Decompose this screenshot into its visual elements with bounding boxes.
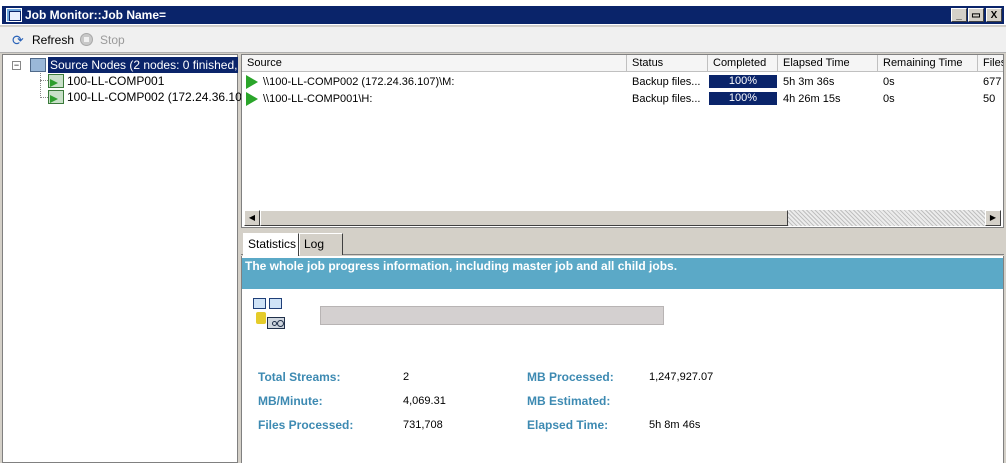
column-header-source[interactable]: Source xyxy=(242,55,627,72)
row-source: \\100-LL-COMP002 (172.24.36.107)\M: xyxy=(263,76,455,88)
refresh-label: Refresh xyxy=(32,33,75,47)
column-header-status[interactable]: Status xyxy=(627,55,708,72)
column-header-remaining[interactable]: Remaining Time xyxy=(878,55,978,72)
mb-processed-label: MB Processed: xyxy=(527,370,614,384)
progress-text: 100% xyxy=(728,92,758,104)
progress-fill xyxy=(709,92,777,105)
column-header-elapsed[interactable]: Elapsed Time xyxy=(778,55,878,72)
table-row[interactable]: \\100-LL-COMP002 (172.24.36.107)\M: xyxy=(242,74,627,90)
scroll-left-icon[interactable]: ◀ xyxy=(244,210,260,226)
elapsed-time-value: 5h 8m 46s xyxy=(649,419,701,431)
tape-icon xyxy=(267,317,285,329)
stop-label: Stop xyxy=(100,33,125,47)
row-remaining: 0s xyxy=(883,76,895,88)
tree-connector xyxy=(40,73,41,98)
overall-progress-bar xyxy=(320,306,664,325)
files-processed-value: 731,708 xyxy=(403,419,443,431)
scrollbar-thumb[interactable] xyxy=(260,210,788,226)
source-nodes-tree[interactable]: − Source Nodes (2 nodes: 0 finished, 0 i… xyxy=(2,54,252,463)
mb-processed-value: 1,247,927.07 xyxy=(649,371,714,383)
close-button[interactable]: X xyxy=(986,8,1002,22)
tree-connector xyxy=(40,80,48,81)
tree-root-source-nodes[interactable]: − Source Nodes (2 nodes: 0 finished, 0 i… xyxy=(12,57,238,73)
minimize-button[interactable]: _ xyxy=(951,8,967,22)
jobs-grid: Source Status Completed Elapsed Time Rem… xyxy=(241,54,1004,228)
tree-item-node-1[interactable]: 100-LL-COMP001 xyxy=(48,73,238,89)
files-processed-label: Files Processed: xyxy=(258,418,354,432)
table-row[interactable]: \\100-LL-COMP001\H: xyxy=(242,91,627,107)
backup-job-icon xyxy=(253,298,287,330)
column-header-completed[interactable]: Completed xyxy=(708,55,778,72)
horizontal-scrollbar[interactable]: ◀ ▶ xyxy=(244,210,1001,226)
elapsed-time-label: Elapsed Time: xyxy=(527,418,609,432)
tab-log[interactable]: Log xyxy=(299,233,343,255)
tree-item-label: 100-LL-COMP002 (172.24.36.107) xyxy=(67,90,253,104)
tree-connector xyxy=(40,97,48,98)
stop-button[interactable]: Stop xyxy=(80,31,125,49)
row-source: \\100-LL-COMP001\H: xyxy=(263,93,373,105)
row-status: Backup files... xyxy=(632,76,701,88)
row-completed-progress: 100% xyxy=(709,75,777,88)
tree-item-node-2[interactable]: 100-LL-COMP002 (172.24.36.107) xyxy=(48,89,252,105)
mb-estimated-label: MB Estimated: xyxy=(527,394,611,408)
app-window-icon xyxy=(6,8,22,22)
row-elapsed: 5h 3m 36s xyxy=(783,76,835,88)
window-titlebar: Job Monitor::Job Name= _ ▭ X xyxy=(0,0,1006,26)
window-title: Job Monitor::Job Name= xyxy=(25,8,167,22)
refresh-icon: ⟳ xyxy=(12,32,24,48)
tree-root-label: Source Nodes (2 nodes: 0 finished, 0 in xyxy=(48,57,238,73)
arrow-icon xyxy=(256,312,266,324)
tab-statistics[interactable]: Statistics xyxy=(243,233,299,256)
node-running-icon xyxy=(48,90,64,104)
row-elapsed: 4h 26m 15s xyxy=(783,93,841,105)
play-icon xyxy=(246,75,258,89)
progress-text: 100% xyxy=(728,75,758,87)
collapse-toggle-icon[interactable]: − xyxy=(12,60,21,70)
mb-minute-label: MB/Minute: xyxy=(258,394,323,408)
total-streams-value: 2 xyxy=(403,371,410,383)
row-completed-progress: 100% xyxy=(709,92,777,105)
row-status: Backup files... xyxy=(632,93,701,105)
computer-icon xyxy=(253,298,266,309)
column-header-files[interactable]: Files xyxy=(978,55,1003,72)
info-banner: The whole job progress information, incl… xyxy=(242,258,1003,289)
row-files: 50 xyxy=(983,93,996,105)
detail-tabs: Statistics Log xyxy=(241,233,1004,256)
node-running-icon xyxy=(48,74,64,88)
row-remaining: 0s xyxy=(883,93,895,105)
tree-item-label: 100-LL-COMP001 xyxy=(67,74,165,88)
total-streams-label: Total Streams: xyxy=(258,370,341,384)
restore-button[interactable]: ▭ xyxy=(968,8,984,22)
computers-icon xyxy=(30,58,46,72)
progress-fill xyxy=(709,75,777,88)
stop-icon xyxy=(80,33,93,46)
titlebar-strip[interactable]: Job Monitor::Job Name= _ ▭ X xyxy=(2,6,1004,24)
refresh-button[interactable]: ⟳ Refresh xyxy=(12,31,74,49)
scroll-right-icon[interactable]: ▶ xyxy=(985,210,1001,226)
row-files: 677 xyxy=(983,76,1002,88)
computer-icon xyxy=(269,298,282,309)
statistics-panel: The whole job progress information, incl… xyxy=(241,256,1004,463)
mb-minute-value: 4,069.31 xyxy=(403,395,446,407)
toolbar: ⟳ Refresh Stop xyxy=(0,27,1006,53)
scrollbar-track[interactable] xyxy=(788,210,985,226)
play-icon xyxy=(246,92,258,106)
